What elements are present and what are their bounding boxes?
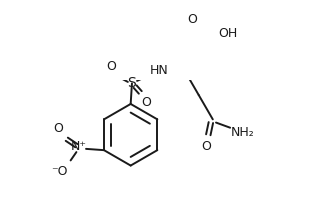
Text: OH: OH xyxy=(218,27,237,40)
Text: ⁻O: ⁻O xyxy=(51,166,67,179)
Text: O: O xyxy=(141,96,151,109)
Text: O: O xyxy=(106,60,116,73)
Text: O: O xyxy=(202,140,211,153)
Text: O: O xyxy=(187,13,197,26)
Text: N⁺: N⁺ xyxy=(70,140,86,153)
Text: S: S xyxy=(127,76,136,90)
Text: O: O xyxy=(53,122,63,135)
Text: NH₂: NH₂ xyxy=(231,126,255,139)
Text: HN: HN xyxy=(149,64,168,77)
